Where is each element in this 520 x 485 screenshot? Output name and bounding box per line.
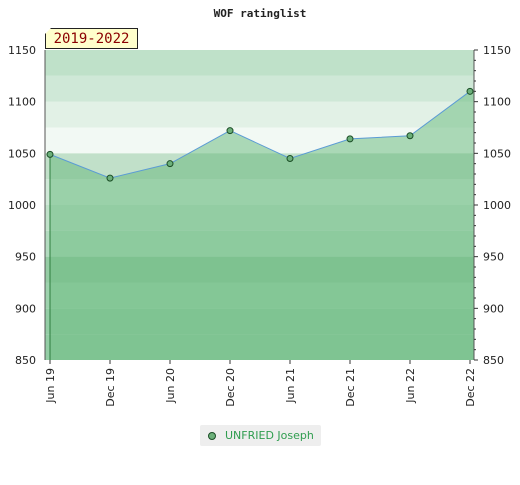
legend-marker-icon (208, 431, 216, 440)
y-tick-label-left: 1100 (8, 96, 36, 109)
data-point[interactable] (166, 160, 174, 168)
x-tick-label: Dec 21 (344, 368, 357, 407)
area-stripe (45, 256, 474, 283)
y-tick-label-right: 1100 (483, 96, 511, 109)
y-tick-label-left: 850 (15, 354, 36, 367)
x-tick-label: Jun 22 (404, 368, 417, 404)
x-tick-label: Dec 20 (224, 368, 237, 407)
data-point[interactable] (106, 174, 114, 182)
period-badge: 2019-2022 (45, 28, 138, 49)
y-tick-label-right: 850 (483, 354, 504, 367)
data-point[interactable] (406, 132, 414, 140)
data-point[interactable] (46, 150, 54, 158)
y-tick-label-right: 1050 (483, 147, 511, 160)
data-point[interactable] (346, 135, 354, 143)
y-tick-label-right: 900 (483, 302, 504, 315)
background-band (45, 101, 474, 128)
x-tick-label: Jun 19 (44, 368, 57, 404)
y-tick-label-right: 1000 (483, 199, 511, 212)
y-tick-label-left: 950 (15, 251, 36, 264)
y-tick-label-left: 1150 (8, 44, 36, 57)
legend[interactable]: UNFRIED Joseph (200, 425, 321, 446)
data-point[interactable] (226, 127, 234, 135)
points-layer (46, 87, 474, 182)
area-stripes (45, 153, 474, 283)
background-band (45, 75, 474, 102)
x-tick-label: Jun 20 (164, 368, 177, 404)
y-tick-label-right: 1150 (483, 44, 511, 57)
x-tick-label: Dec 19 (104, 368, 117, 407)
background-band (45, 50, 474, 76)
y-tick-label-left: 1000 (8, 199, 36, 212)
x-tick-label: Jun 21 (284, 368, 297, 404)
period-label: 2019-2022 (53, 30, 130, 47)
data-point[interactable] (286, 155, 294, 162)
data-point[interactable] (466, 87, 474, 95)
y-tick-label-left: 1050 (8, 147, 36, 160)
area-stripe (45, 153, 474, 180)
y-tick-label-left: 900 (15, 302, 36, 315)
series-area (50, 91, 474, 360)
legend-series-name: UNFRIED Joseph (225, 429, 314, 442)
series-line (49, 90, 471, 179)
axes: 850 850 900 900 950 950 1000 1000 1050 1050 1100 11… (8, 44, 511, 407)
x-tick-label: Dec 22 (464, 368, 477, 407)
chart-title: WOF ratinglist (214, 7, 307, 20)
y-tick-label-right: 950 (483, 251, 504, 264)
area-layer (45, 90, 474, 360)
